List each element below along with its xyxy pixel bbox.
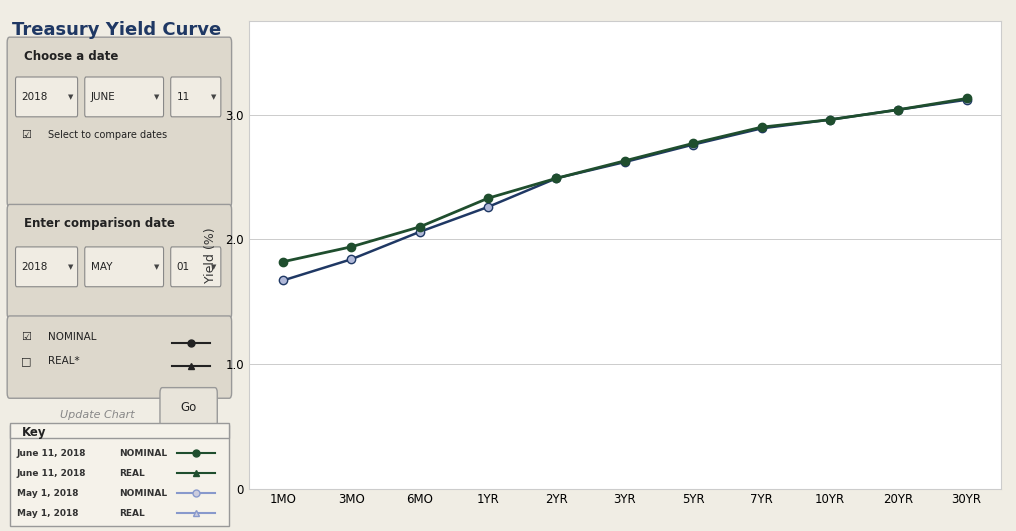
Text: REAL*: REAL* bbox=[48, 356, 79, 366]
Text: June 11, 2018: June 11, 2018 bbox=[16, 469, 86, 478]
Text: Treasury Yield Curve: Treasury Yield Curve bbox=[12, 21, 221, 39]
FancyBboxPatch shape bbox=[15, 77, 77, 117]
Text: MAY: MAY bbox=[90, 262, 112, 272]
Text: NOMINAL: NOMINAL bbox=[48, 332, 97, 342]
Text: Select to compare dates: Select to compare dates bbox=[48, 130, 167, 140]
Text: JUNE: JUNE bbox=[90, 92, 116, 102]
Text: Choose a date: Choose a date bbox=[24, 50, 118, 63]
Text: ▼: ▼ bbox=[68, 264, 73, 270]
Text: Go: Go bbox=[181, 401, 197, 414]
Bar bbox=[9, 423, 230, 438]
Text: Update Chart: Update Chart bbox=[60, 410, 134, 420]
Text: 2018: 2018 bbox=[21, 92, 48, 102]
Text: 2018: 2018 bbox=[21, 262, 48, 272]
Text: NOMINAL: NOMINAL bbox=[120, 489, 168, 498]
Text: REAL: REAL bbox=[120, 469, 145, 478]
FancyBboxPatch shape bbox=[171, 77, 220, 117]
FancyBboxPatch shape bbox=[84, 77, 164, 117]
Text: Key: Key bbox=[21, 426, 46, 439]
FancyBboxPatch shape bbox=[171, 247, 220, 287]
Text: □: □ bbox=[21, 356, 31, 366]
Text: ▼: ▼ bbox=[153, 94, 160, 100]
Text: ▼: ▼ bbox=[153, 264, 160, 270]
FancyBboxPatch shape bbox=[7, 204, 232, 319]
FancyBboxPatch shape bbox=[160, 388, 217, 427]
Text: June 11, 2018: June 11, 2018 bbox=[16, 449, 86, 458]
Text: ▼: ▼ bbox=[211, 94, 216, 100]
Text: NOMINAL: NOMINAL bbox=[120, 449, 168, 458]
FancyBboxPatch shape bbox=[7, 37, 232, 207]
Text: ☑: ☑ bbox=[21, 332, 31, 342]
Text: ☑: ☑ bbox=[21, 130, 31, 140]
Text: 01: 01 bbox=[177, 262, 190, 272]
Text: 11: 11 bbox=[177, 92, 190, 102]
Text: REAL: REAL bbox=[120, 509, 145, 518]
Text: ▼: ▼ bbox=[211, 264, 216, 270]
FancyBboxPatch shape bbox=[15, 247, 77, 287]
Text: ▼: ▼ bbox=[68, 94, 73, 100]
Text: Enter comparison date: Enter comparison date bbox=[24, 217, 175, 229]
FancyBboxPatch shape bbox=[7, 316, 232, 398]
Text: May 1, 2018: May 1, 2018 bbox=[16, 509, 78, 518]
FancyBboxPatch shape bbox=[9, 425, 230, 526]
Y-axis label: Yield (%): Yield (%) bbox=[204, 227, 217, 282]
Text: May 1, 2018: May 1, 2018 bbox=[16, 489, 78, 498]
FancyBboxPatch shape bbox=[84, 247, 164, 287]
